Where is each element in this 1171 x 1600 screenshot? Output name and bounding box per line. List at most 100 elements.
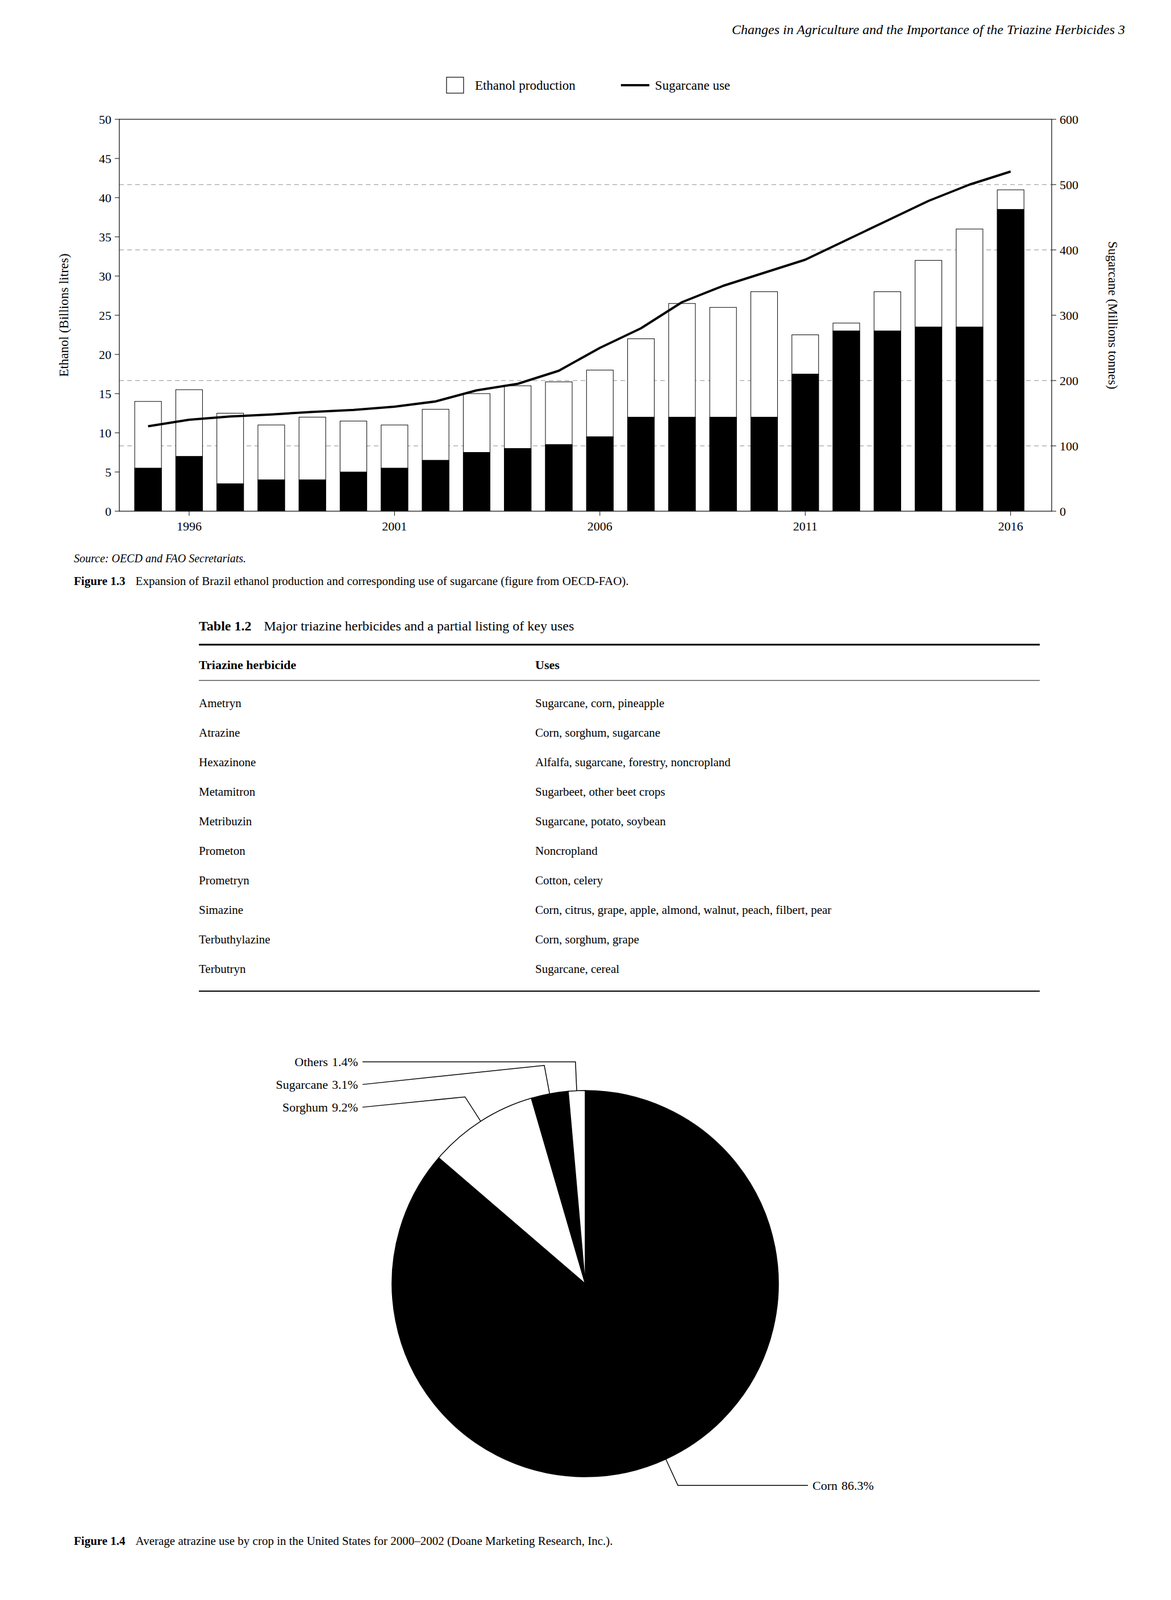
y2-tick-label: 500 xyxy=(1059,177,1079,193)
table: Table 1.2 Major triazine herbicides and a… xyxy=(198,618,1040,992)
legend-label: Sugarcane use xyxy=(655,78,731,93)
bar xyxy=(298,417,326,512)
bar xyxy=(586,370,614,512)
x-tick-label: 1996 xyxy=(176,519,202,534)
bar xyxy=(340,472,368,512)
table-cell: Terbutryn xyxy=(198,962,247,977)
leader-line xyxy=(362,1065,550,1095)
leader-line xyxy=(665,1459,808,1486)
table-cell: Sugarcane, corn, pineapple xyxy=(535,696,665,711)
bar xyxy=(627,417,655,512)
y2-tick-label: 0 xyxy=(1059,504,1066,519)
legend: Ethanol production Sugarcane use xyxy=(446,77,731,94)
x-tick xyxy=(599,511,600,516)
bar xyxy=(504,448,532,512)
y2-tick xyxy=(1051,119,1057,120)
bar xyxy=(175,456,203,512)
table-cell: Alfalfa, sugarcane, forestry, noncroplan… xyxy=(535,755,731,770)
line xyxy=(148,171,1011,427)
leader-line xyxy=(362,1061,577,1091)
data-label-category: Corn xyxy=(812,1478,838,1494)
y-tick xyxy=(114,236,120,238)
bar xyxy=(217,484,244,512)
bar xyxy=(381,468,408,512)
table-header: Triazine herbicide xyxy=(198,657,297,673)
data-label: Corn86.3% xyxy=(812,1478,874,1494)
y-tick-label: 40 xyxy=(98,190,112,206)
y-tick-label: 30 xyxy=(98,269,112,284)
bar xyxy=(832,331,860,512)
y-tick xyxy=(114,472,120,473)
bar xyxy=(915,260,943,512)
x-tick-label: 2011 xyxy=(793,519,818,534)
reference-line xyxy=(119,249,1052,251)
table-cell: Corn, sorghum, grape xyxy=(535,932,640,947)
y-tick-label: 5 xyxy=(105,465,112,480)
y2-tick xyxy=(1051,446,1057,447)
table-cell: Hexazinone xyxy=(198,755,256,770)
data-label-category: Sugarcane xyxy=(276,1077,329,1093)
bar-line-chart: Ethanol productionSugarcane use199620012… xyxy=(56,77,1120,589)
bar xyxy=(627,338,655,512)
table-cell: Corn, sorghum, sugarcane xyxy=(535,726,661,740)
caption-label: Figure 1.3 xyxy=(73,574,126,589)
legend-item: Ethanol production xyxy=(446,77,576,94)
caption: Figure 1.4Average atrazine use by crop i… xyxy=(73,1534,614,1549)
bar xyxy=(586,436,614,512)
data-label: Others1.4% xyxy=(294,1055,358,1070)
table-rule xyxy=(198,680,1040,681)
y2-tick-label: 100 xyxy=(1059,439,1079,454)
bar xyxy=(504,385,532,512)
pie-slice xyxy=(392,1090,779,1478)
table-cell: Corn, citrus, grape, apple, almond, waln… xyxy=(535,903,832,918)
x-tick xyxy=(394,511,395,516)
table-cell: Sugarcane, cereal xyxy=(535,962,620,977)
bar xyxy=(545,444,573,512)
bar xyxy=(175,389,203,512)
data-label: Sorghum9.2% xyxy=(282,1100,358,1115)
table-title: Table 1.2 xyxy=(198,618,252,634)
bar xyxy=(463,393,490,512)
legend-swatch xyxy=(621,84,650,87)
y-tick-label: 10 xyxy=(98,426,112,441)
bar xyxy=(668,417,696,512)
table-cell: Prometryn xyxy=(198,873,250,888)
y2-axis-label: Sugarcane (Millions tonnes) xyxy=(1105,241,1120,390)
y2-tick-label: 300 xyxy=(1059,308,1079,323)
bar xyxy=(915,327,943,512)
plot-frame xyxy=(119,119,1052,512)
y-tick-label: 45 xyxy=(98,151,112,166)
bar xyxy=(997,209,1024,512)
y2-tick xyxy=(1051,184,1057,186)
bar xyxy=(463,452,490,512)
table-heading: Table 1.2 Major triazine herbicides and a… xyxy=(198,618,574,634)
table-cell: Simazine xyxy=(198,903,244,918)
data-label: Sugarcane3.1% xyxy=(276,1077,358,1093)
bar xyxy=(956,228,983,512)
table-subtitle: Major triazine herbicides and a partial … xyxy=(263,618,574,634)
y-tick xyxy=(114,276,120,277)
bar xyxy=(997,189,1024,512)
bar xyxy=(792,374,819,512)
x-tick xyxy=(805,511,806,516)
x-tick xyxy=(1010,511,1011,516)
legend-label: Ethanol production xyxy=(474,78,576,93)
bar xyxy=(750,417,778,512)
table-rule xyxy=(198,644,1040,647)
caption: Figure 1.3Expansion of Brazil ethanol pr… xyxy=(73,574,629,589)
table-cell: Cotton, celery xyxy=(535,873,603,888)
bar xyxy=(873,292,901,512)
leader-line xyxy=(362,1097,481,1122)
data-label-value: 9.2% xyxy=(331,1100,358,1115)
table-cell: Terbuthylazine xyxy=(198,932,271,947)
reference-line xyxy=(119,380,1052,382)
bar xyxy=(217,413,244,512)
reference-line xyxy=(119,184,1052,186)
bar xyxy=(668,303,696,512)
y-tick xyxy=(114,354,120,356)
data-label-value: 86.3% xyxy=(841,1478,874,1494)
bar-series xyxy=(134,189,1024,512)
y2-tick-label: 400 xyxy=(1059,243,1079,258)
bar xyxy=(422,460,449,512)
y-tick-label: 35 xyxy=(98,230,112,245)
